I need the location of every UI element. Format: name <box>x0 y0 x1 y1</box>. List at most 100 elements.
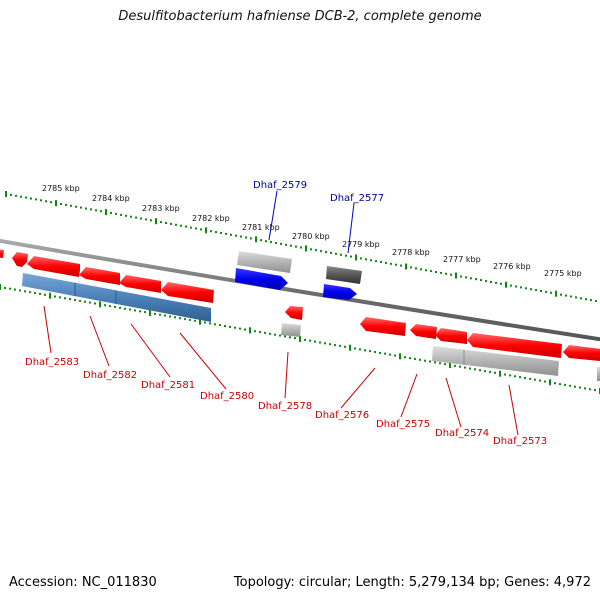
scale-label: 2783 kbp <box>142 204 180 213</box>
minor-tick <box>490 281 492 283</box>
minor-tick <box>509 374 511 377</box>
gene-label[interactable]: Dhaf_2582 <box>83 370 137 381</box>
gene-feature-reverse[interactable] <box>563 345 600 361</box>
minor-tick <box>285 243 287 246</box>
minor-tick <box>244 328 246 331</box>
minor-tick <box>354 347 356 350</box>
gene-feature-reverse[interactable] <box>27 256 80 277</box>
pseudo-gene-feature[interactable] <box>281 323 301 337</box>
minor-tick <box>465 276 467 279</box>
minor-tick <box>409 357 411 360</box>
minor-tick <box>239 327 241 330</box>
gene-feature-reverse[interactable] <box>360 317 406 336</box>
genome-backbone <box>0 238 600 342</box>
gene-feature-reverse[interactable] <box>12 252 28 267</box>
minor-tick <box>259 331 261 334</box>
minor-tick <box>140 217 142 220</box>
minor-tick <box>340 253 342 256</box>
minor-tick <box>195 227 197 230</box>
gene-feature-reverse[interactable] <box>161 282 214 303</box>
major-tick <box>405 263 407 270</box>
gene-label[interactable]: Dhaf_2583 <box>25 357 79 368</box>
minor-tick <box>589 388 591 391</box>
minor-tick <box>560 293 562 296</box>
gene-feature-reverse[interactable] <box>435 328 467 344</box>
minor-tick <box>489 370 491 373</box>
gene-feature-reverse-small[interactable] <box>0 249 4 258</box>
gene-label[interactable]: Dhaf_2575 <box>376 419 430 430</box>
minor-tick <box>170 222 172 225</box>
gene-label[interactable]: Dhaf_2581 <box>141 380 195 391</box>
minor-tick <box>139 310 141 313</box>
pseudo-gene-feature[interactable] <box>597 367 600 381</box>
minor-tick <box>559 383 561 386</box>
minor-tick <box>594 389 596 392</box>
gene-label[interactable]: Dhaf_2573 <box>493 436 547 447</box>
gene-feature-reverse[interactable] <box>119 275 161 293</box>
minor-tick <box>345 254 347 257</box>
minor-tick <box>380 261 382 263</box>
minor-tick <box>404 356 406 359</box>
minor-tick <box>334 344 336 347</box>
minor-tick <box>209 322 211 325</box>
minor-tick <box>444 363 446 366</box>
minor-tick <box>60 203 62 205</box>
minor-tick <box>279 334 281 337</box>
minor-tick <box>290 244 292 247</box>
minor-tick <box>575 296 577 299</box>
gene-feature-reverse[interactable] <box>285 306 303 320</box>
minor-tick <box>70 204 72 207</box>
major-tick <box>255 236 257 243</box>
scale-label: 2780 kbp <box>292 232 330 241</box>
minor-tick <box>445 272 447 275</box>
minor-tick <box>385 261 387 264</box>
minor-tick <box>584 387 586 390</box>
major-tick <box>555 290 557 297</box>
minor-tick <box>460 275 462 278</box>
minor-tick <box>154 312 156 315</box>
major-tick <box>99 301 101 308</box>
minor-tick <box>315 249 317 252</box>
minor-tick <box>44 293 46 296</box>
major-tick <box>455 272 457 279</box>
dark-gene-feature[interactable] <box>326 266 362 284</box>
minor-tick <box>304 338 306 341</box>
minor-tick <box>554 382 556 385</box>
gene-label[interactable]: Dhaf_2578 <box>258 401 312 412</box>
leader-line-lower <box>89 315 110 367</box>
minor-tick <box>435 271 437 273</box>
minor-tick <box>145 218 147 221</box>
minor-tick <box>200 228 202 231</box>
gene-feature-forward[interactable] <box>235 268 288 290</box>
gene-feature-reverse[interactable] <box>467 333 562 358</box>
leader-line-lower <box>130 323 171 378</box>
gene-label[interactable]: Dhaf_2577 <box>330 193 384 204</box>
minor-tick <box>190 226 192 229</box>
pseudo-gene-feature[interactable] <box>237 251 292 273</box>
minor-tick <box>245 236 247 239</box>
major-tick <box>449 362 451 368</box>
minor-tick <box>390 262 392 265</box>
minor-tick <box>504 373 506 376</box>
gene-label[interactable]: Dhaf_2574 <box>435 428 489 439</box>
minor-tick <box>395 263 397 266</box>
gene-label[interactable]: Dhaf_2579 <box>253 180 307 191</box>
minor-tick <box>135 216 137 219</box>
minor-tick <box>20 195 22 198</box>
minor-tick <box>415 267 417 270</box>
gene-feature-forward[interactable] <box>323 284 357 300</box>
minor-tick <box>319 341 321 344</box>
minor-tick <box>450 273 452 276</box>
major-tick <box>299 336 301 342</box>
gene-feature-reverse[interactable] <box>79 267 120 285</box>
minor-tick <box>120 213 122 216</box>
minor-tick <box>124 307 126 310</box>
minor-tick <box>24 290 26 293</box>
minor-tick <box>535 289 537 292</box>
gene-label[interactable]: Dhaf_2576 <box>315 410 369 421</box>
gene-feature-reverse[interactable] <box>410 324 437 339</box>
leader-line-lower <box>340 367 376 409</box>
gene-label[interactable]: Dhaf_2580 <box>200 391 254 402</box>
minor-tick <box>494 371 496 374</box>
